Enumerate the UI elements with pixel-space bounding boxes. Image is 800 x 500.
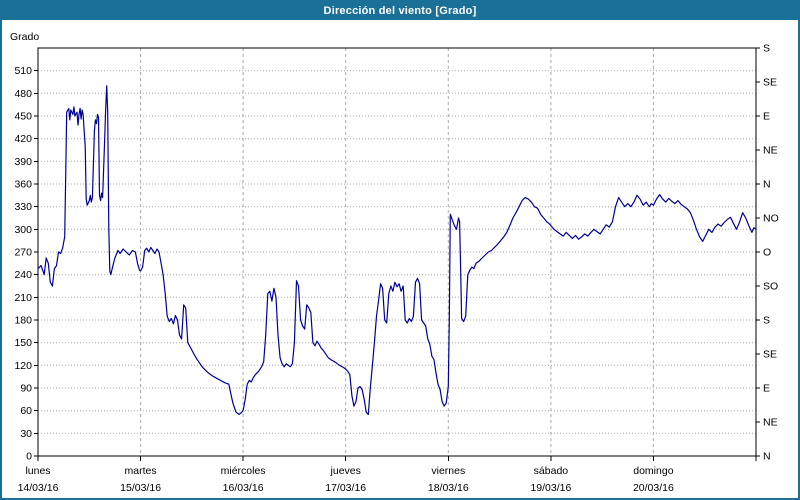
plot-frame xyxy=(37,47,757,457)
chart-area: Grado 0 30 60 90 120 150 180 210 240 270 300 330 360 3… xyxy=(2,20,798,498)
day-name-label: domingo xyxy=(633,465,673,477)
day-date-label: 19/03/16 xyxy=(530,482,571,494)
day-date-label: 15/03/16 xyxy=(120,482,161,494)
day-name-label: lunes xyxy=(25,465,50,477)
chart-title: Dirección del viento [Grado] xyxy=(323,5,477,17)
y-tick-label: 420 xyxy=(14,133,32,145)
day-date-label: 17/03/16 xyxy=(325,482,366,494)
y-tick-label: 120 xyxy=(14,360,32,372)
y-tick-label: 270 xyxy=(14,247,32,259)
day-date-label: 14/03/16 xyxy=(18,482,59,494)
chart-title-bar: Dirección del viento [Grado] xyxy=(2,2,798,20)
y-tick-label: 300 xyxy=(14,224,32,236)
compass-label: N xyxy=(763,179,771,191)
wind-direction-chart: Grado 0 30 60 90 120 150 180 210 240 270 300 330 360 3… xyxy=(10,31,779,494)
compass-label: E xyxy=(763,383,770,395)
day-name-label: martes xyxy=(125,465,157,477)
y-tick-label: 60 xyxy=(20,405,32,417)
y-tick-label: 150 xyxy=(14,337,32,349)
day-name-label: miércoles xyxy=(221,465,266,477)
y-tick-label: 360 xyxy=(14,179,32,191)
y-tick-label: 510 xyxy=(14,65,32,77)
compass-label: SE xyxy=(763,77,777,89)
compass-label: N xyxy=(763,451,771,463)
y-tick-label: 480 xyxy=(14,88,32,100)
wind-direction-series xyxy=(37,85,757,415)
day-date-label: 16/03/16 xyxy=(223,482,264,494)
compass-label: NE xyxy=(763,417,778,429)
y-tick-label: 390 xyxy=(14,156,32,168)
day-name-label: viernes xyxy=(431,465,465,477)
compass-label: NO xyxy=(763,213,779,225)
compass-label: NE xyxy=(763,145,778,157)
y-tick-label: 180 xyxy=(14,315,32,327)
compass-label: SO xyxy=(763,281,778,293)
y-axis-title: Grado xyxy=(10,31,39,43)
y-tick-label: 450 xyxy=(14,111,32,123)
y-tick-label: 30 xyxy=(20,428,32,440)
day-date-label: 18/03/16 xyxy=(428,482,469,494)
y-tick-label: 240 xyxy=(14,269,32,281)
day-date-label: 20/03/16 xyxy=(633,482,674,494)
y-tick-label: 90 xyxy=(20,383,32,395)
compass-label: O xyxy=(763,247,771,259)
compass-label: S xyxy=(763,43,770,55)
y-tick-label: 210 xyxy=(14,292,32,304)
day-name-label: jueves xyxy=(330,465,361,477)
day-name-label: sábado xyxy=(534,465,569,477)
compass-label: SE xyxy=(763,349,777,361)
y-tick-label: 330 xyxy=(14,201,32,213)
y-tick-label: 0 xyxy=(26,451,32,463)
compass-label: S xyxy=(763,315,770,327)
compass-label: E xyxy=(763,111,770,123)
